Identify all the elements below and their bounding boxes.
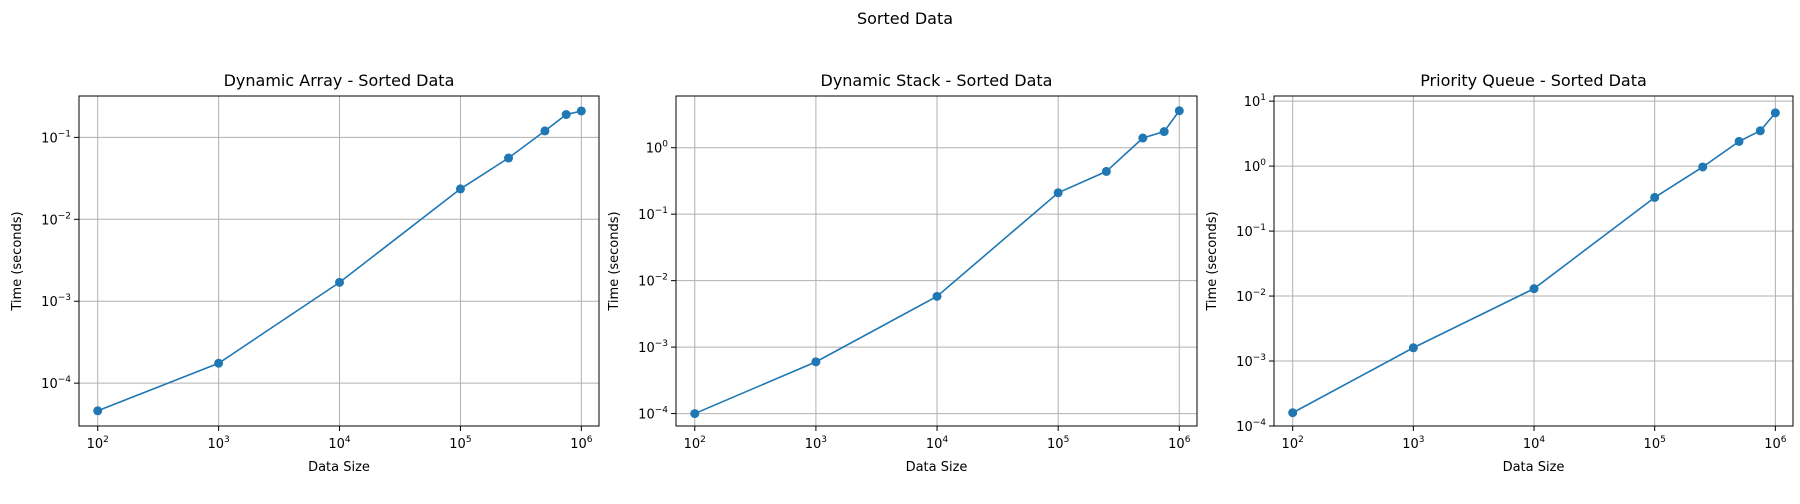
y-tick-label: 10−1: [41, 129, 71, 146]
y-tick-label: 10−4: [638, 406, 668, 423]
chart-title: Dynamic Stack - Sorted Data: [821, 71, 1053, 90]
plot-frame: [675, 95, 1198, 427]
x-tick-label: 106: [1764, 435, 1787, 452]
y-tick-label: 10−4: [1236, 418, 1266, 435]
y-tick-label: 10−1: [1236, 223, 1266, 240]
chart-title: Priority Queue - Sorted Data: [1420, 71, 1647, 90]
x-tick-label: 105: [1644, 435, 1666, 452]
data-point: [1138, 133, 1148, 143]
y-tick-label: 10−3: [1236, 353, 1266, 370]
y-axis-label: Time (seconds): [607, 211, 622, 311]
data-point: [1159, 127, 1169, 137]
y-tick-label: 10−2: [41, 211, 71, 228]
data-point: [504, 153, 514, 163]
x-tick-label: 102: [1282, 435, 1304, 452]
data-point: [1698, 162, 1708, 172]
x-tick-label: 106: [1168, 435, 1191, 452]
y-tick-label: 10−1: [638, 206, 668, 223]
plot-frame: [78, 95, 600, 427]
x-tick-label: 103: [207, 435, 229, 452]
y-axis-label: Time (seconds): [1205, 211, 1220, 311]
x-tick-label: 106: [570, 435, 593, 452]
x-axis-label: Data Size: [906, 460, 968, 475]
data-point: [214, 358, 224, 368]
x-tick-label: 105: [449, 435, 471, 452]
data-point: [1174, 106, 1184, 116]
y-tick-label: 10−4: [41, 375, 71, 392]
data-point: [1770, 108, 1780, 118]
data-point: [93, 406, 103, 416]
y-tick-label: 10−3: [41, 293, 71, 310]
data-point: [1053, 188, 1063, 198]
data-point: [932, 291, 942, 301]
data-point: [1650, 192, 1660, 202]
x-tick-label: 102: [87, 435, 109, 452]
y-tick-label: 10−2: [1236, 288, 1266, 305]
x-axis-label: Data Size: [1503, 460, 1565, 475]
y-tick-label: 101: [1244, 93, 1266, 110]
data-point: [1529, 284, 1539, 294]
data-point: [1408, 343, 1418, 353]
data-point: [811, 357, 821, 367]
chart-title: Dynamic Array - Sorted Data: [224, 71, 455, 90]
x-tick-label: 104: [328, 435, 351, 452]
y-tick-label: 100: [1244, 158, 1267, 175]
y-axis-label: Time (seconds): [10, 211, 25, 311]
data-point: [1734, 136, 1744, 146]
y-tick-label: 10−3: [638, 339, 668, 356]
data-point: [1288, 408, 1298, 418]
data-point: [1101, 166, 1111, 176]
x-axis-label: Data Size: [308, 460, 370, 475]
data-point: [561, 110, 571, 120]
x-tick-label: 105: [1047, 435, 1069, 452]
y-tick-label: 100: [646, 140, 669, 157]
x-tick-label: 102: [684, 435, 706, 452]
data-point: [455, 184, 465, 194]
data-point: [1755, 126, 1765, 136]
figure-suptitle: Sorted Data: [857, 9, 953, 28]
y-tick-label: 10−2: [638, 273, 668, 290]
data-point: [576, 106, 586, 116]
chart-panel-3: 102 103 104 105 106 10−4 10−3 10−2 10−1 100 101 Pri…: [1205, 71, 1794, 475]
plot-frame: [1273, 95, 1794, 427]
x-tick-label: 104: [926, 435, 949, 452]
x-tick-label: 104: [1523, 435, 1546, 452]
x-tick-label: 103: [1402, 435, 1424, 452]
chart-panel-1: 102 103 104 105 106 10−4 10−3 10−2 10−1 Dynamic A…: [10, 71, 600, 475]
data-point: [335, 277, 345, 287]
data-point: [540, 126, 550, 136]
data-point: [690, 409, 700, 419]
x-tick-label: 103: [805, 435, 827, 452]
chart-panel-2: 102 103 104 105 106 10−4 10−3 10−2 10−1 100 Dynami…: [607, 71, 1198, 475]
